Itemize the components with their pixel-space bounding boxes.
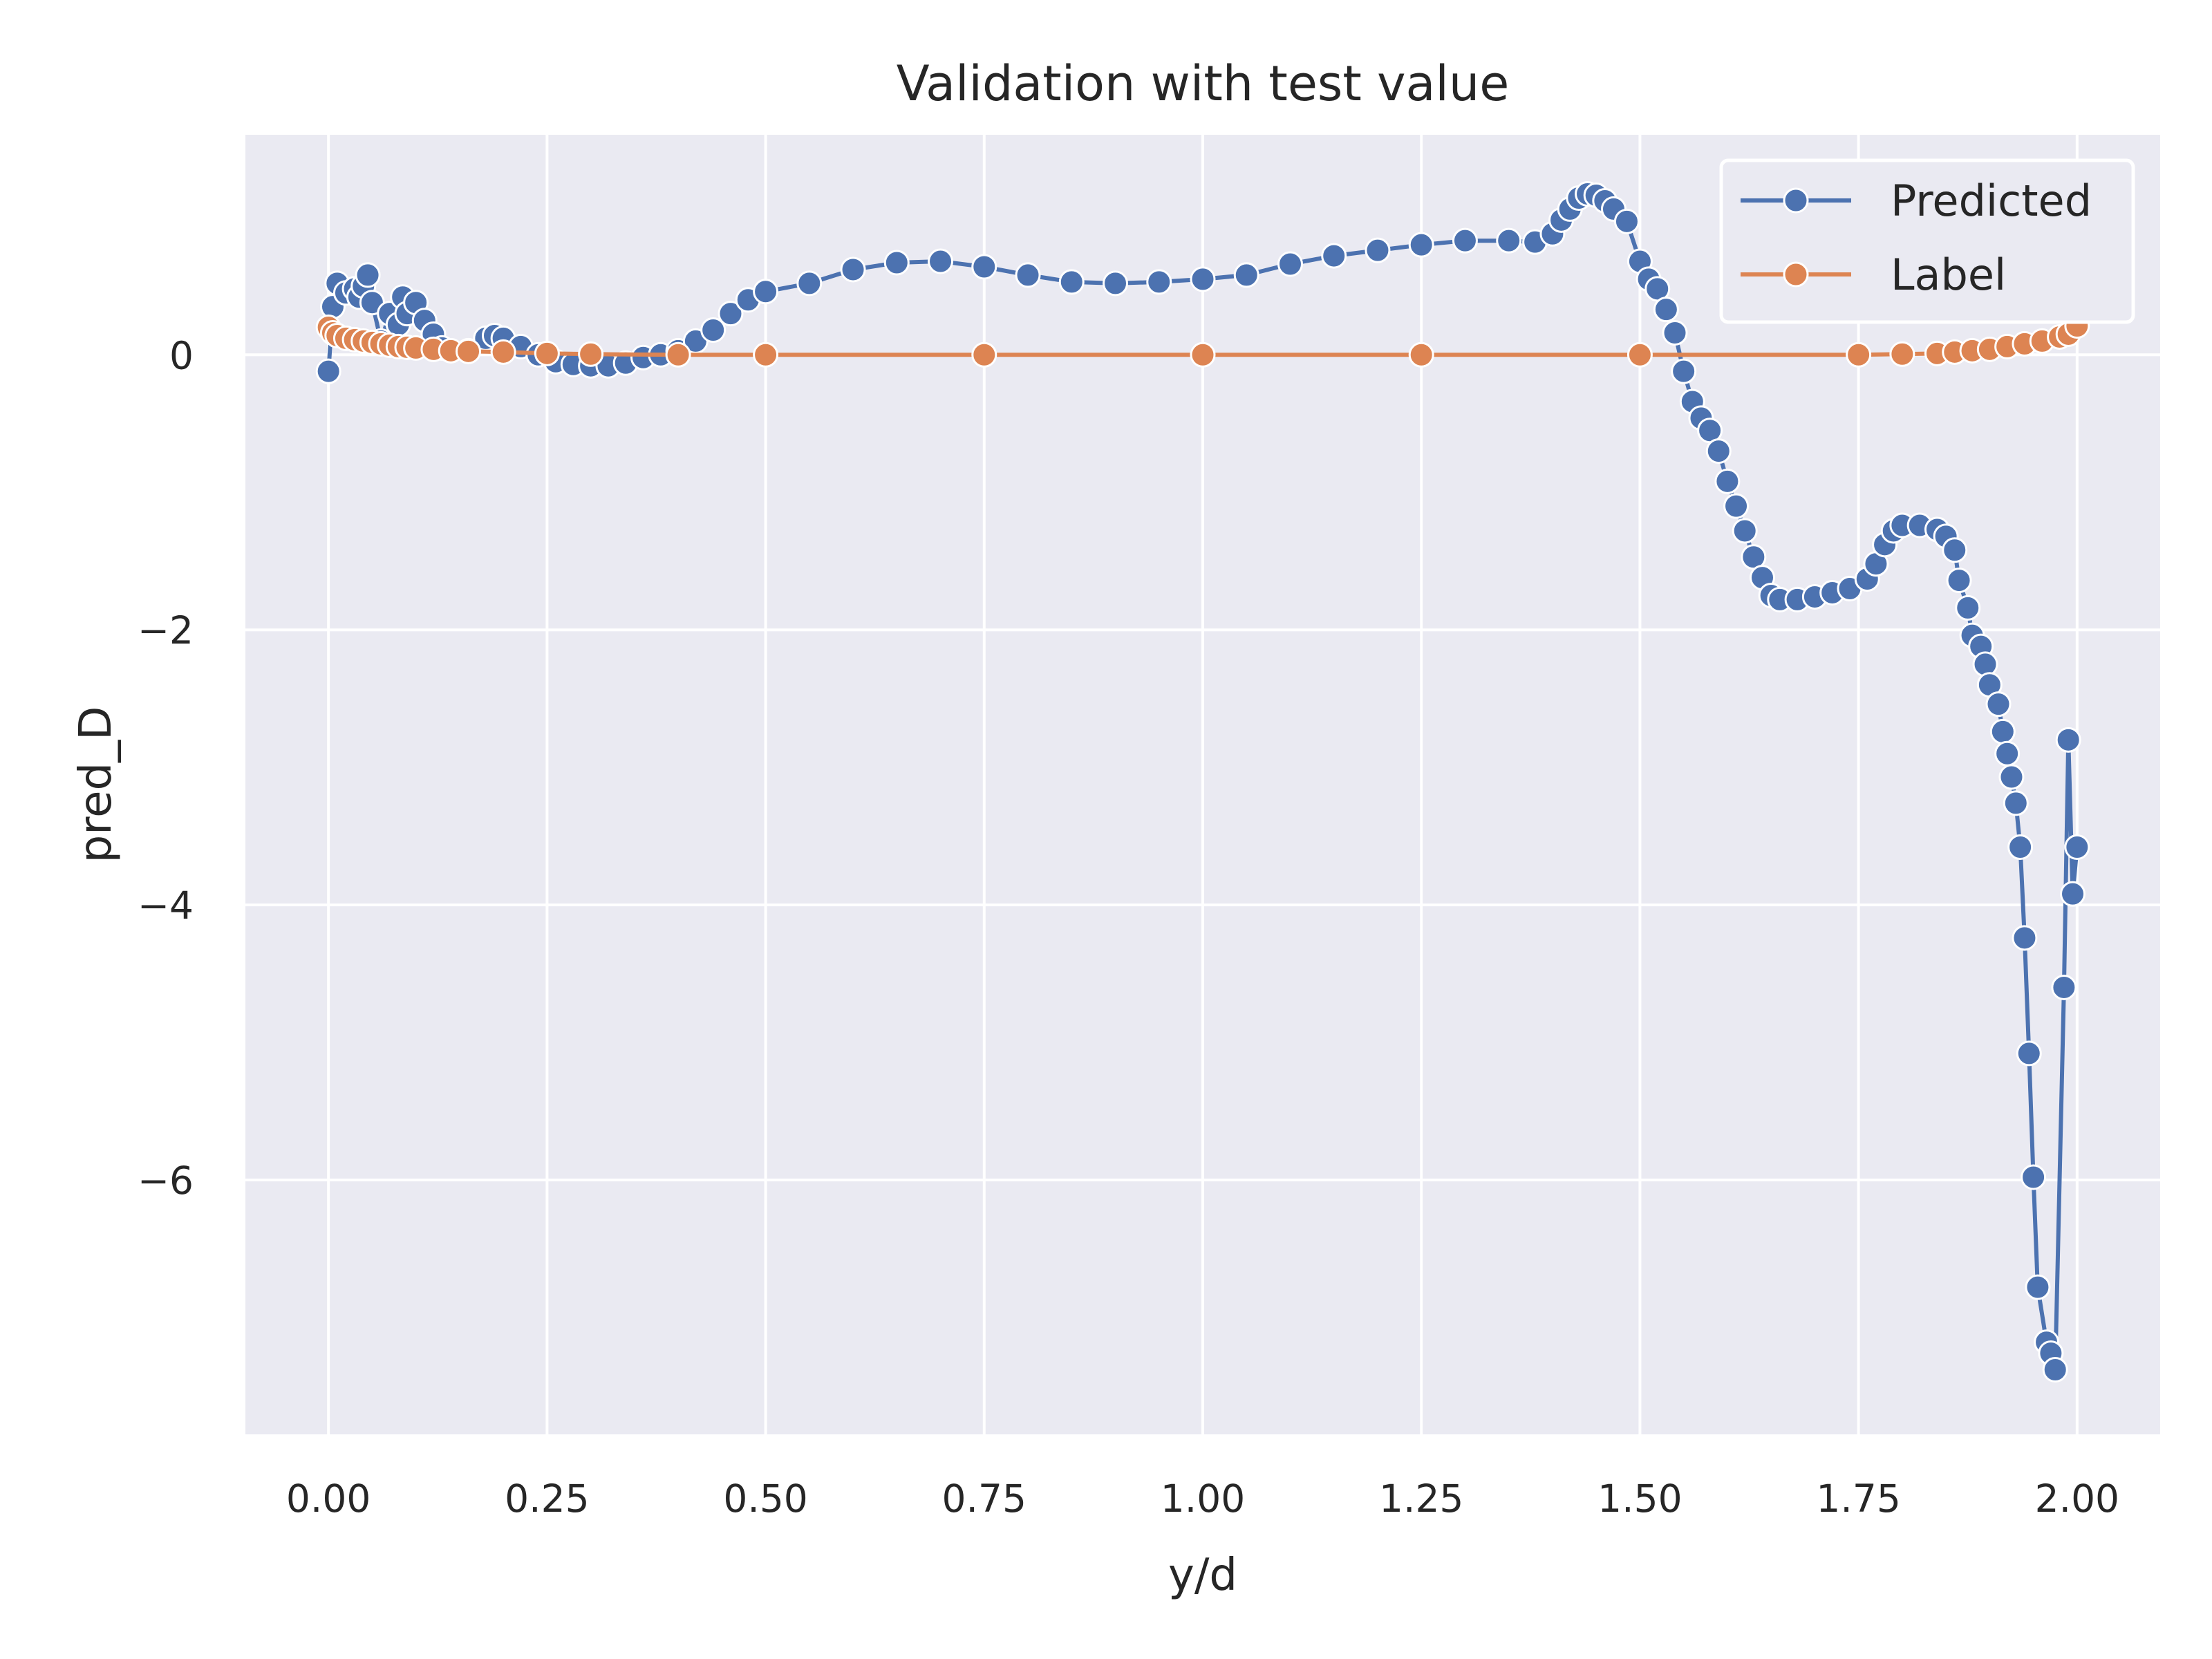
x-tick-label: 1.00	[1161, 1477, 1245, 1521]
legend-label: Label	[1891, 250, 2006, 300]
data-point	[753, 279, 779, 305]
data-point	[2064, 834, 2090, 861]
data-point	[1946, 568, 1972, 594]
y-axis-label: pred_D	[71, 706, 122, 863]
data-point	[1321, 243, 1347, 269]
data-point	[1955, 594, 1981, 621]
y-tick-label: −2	[138, 608, 194, 653]
x-tick-label: 2.00	[2035, 1477, 2119, 1521]
data-point	[1365, 237, 1391, 263]
data-point	[2021, 1164, 2047, 1190]
x-tick-label: 1.25	[1379, 1477, 1463, 1521]
data-point	[355, 262, 381, 288]
data-point	[665, 341, 691, 368]
data-point	[1732, 518, 1758, 544]
data-point	[1233, 262, 1259, 288]
data-point	[1662, 319, 1688, 346]
data-point	[1190, 266, 1216, 292]
data-point	[1627, 341, 1653, 368]
chart-title: Validation with test value	[897, 55, 1510, 112]
legend-marker	[1783, 187, 1809, 214]
tick-labels: 0.00 0.25 0.50 0.75 1.00 1.25 1.50 1.75 2.00 0 −2 −…	[138, 333, 2119, 1521]
x-axis-label: y/d	[1168, 1550, 1237, 1601]
data-point	[796, 270, 823, 297]
data-point	[2055, 727, 2081, 753]
data-point	[1613, 208, 1640, 234]
data-point	[1671, 358, 1697, 384]
data-point	[1889, 341, 1915, 367]
data-point	[578, 341, 604, 367]
data-point	[1190, 341, 1216, 368]
series-1	[315, 313, 2090, 368]
data-point	[1408, 232, 1434, 258]
x-tick-label: 1.75	[1816, 1477, 1900, 1521]
data-point	[700, 317, 727, 343]
data-point	[315, 358, 341, 384]
data-point	[490, 339, 516, 365]
data-point	[2025, 1274, 2051, 1300]
data-point	[1985, 691, 2012, 718]
data-point	[534, 340, 560, 366]
data-point	[718, 301, 744, 327]
data-point	[928, 248, 954, 274]
data-point	[971, 341, 997, 368]
y-tick-label: 0	[169, 333, 194, 377]
data-point	[1653, 297, 1679, 323]
data-point	[883, 250, 910, 276]
data-point	[456, 338, 482, 364]
data-point	[1723, 493, 1750, 519]
x-tick-label: 0.75	[942, 1477, 1027, 1521]
legend: Predicted Label	[1719, 158, 2135, 324]
data-point	[1998, 764, 2025, 790]
data-point	[2007, 834, 2034, 861]
data-point	[1994, 740, 2021, 767]
data-point	[1705, 438, 1732, 465]
data-point	[1103, 270, 1129, 297]
data-point	[2060, 881, 2086, 907]
x-tick-label: 0.25	[505, 1477, 589, 1521]
series-0	[315, 181, 2090, 1382]
data-point	[2051, 974, 2077, 1000]
data-point	[1146, 269, 1172, 295]
data-point	[2042, 1356, 2068, 1382]
data-point	[1408, 341, 1434, 368]
data-point	[1277, 251, 1303, 277]
data-point	[971, 254, 997, 280]
legend-marker	[1783, 261, 1809, 288]
data-point	[1989, 718, 2016, 744]
y-tick-label: −4	[138, 883, 194, 928]
data-point	[840, 256, 866, 283]
y-tick-label: −6	[138, 1159, 194, 1203]
data-point	[1714, 468, 1741, 494]
data-point	[2016, 1040, 2042, 1067]
data-point	[1496, 227, 1522, 254]
legend-label: Predicted	[1891, 176, 2092, 226]
data-point	[1452, 227, 1478, 254]
data-point	[2003, 790, 2029, 816]
data-point	[2012, 925, 2038, 951]
data-point	[1972, 651, 1998, 677]
data-point	[1058, 269, 1085, 295]
data-point	[1846, 341, 1872, 368]
series-layer	[315, 181, 2090, 1382]
data-point	[1015, 262, 1041, 288]
data-point	[753, 341, 779, 368]
x-tick-label: 0.00	[286, 1477, 371, 1521]
x-tick-label: 0.50	[723, 1477, 807, 1521]
data-point	[1942, 537, 1968, 563]
x-tick-label: 1.50	[1597, 1477, 1682, 1521]
